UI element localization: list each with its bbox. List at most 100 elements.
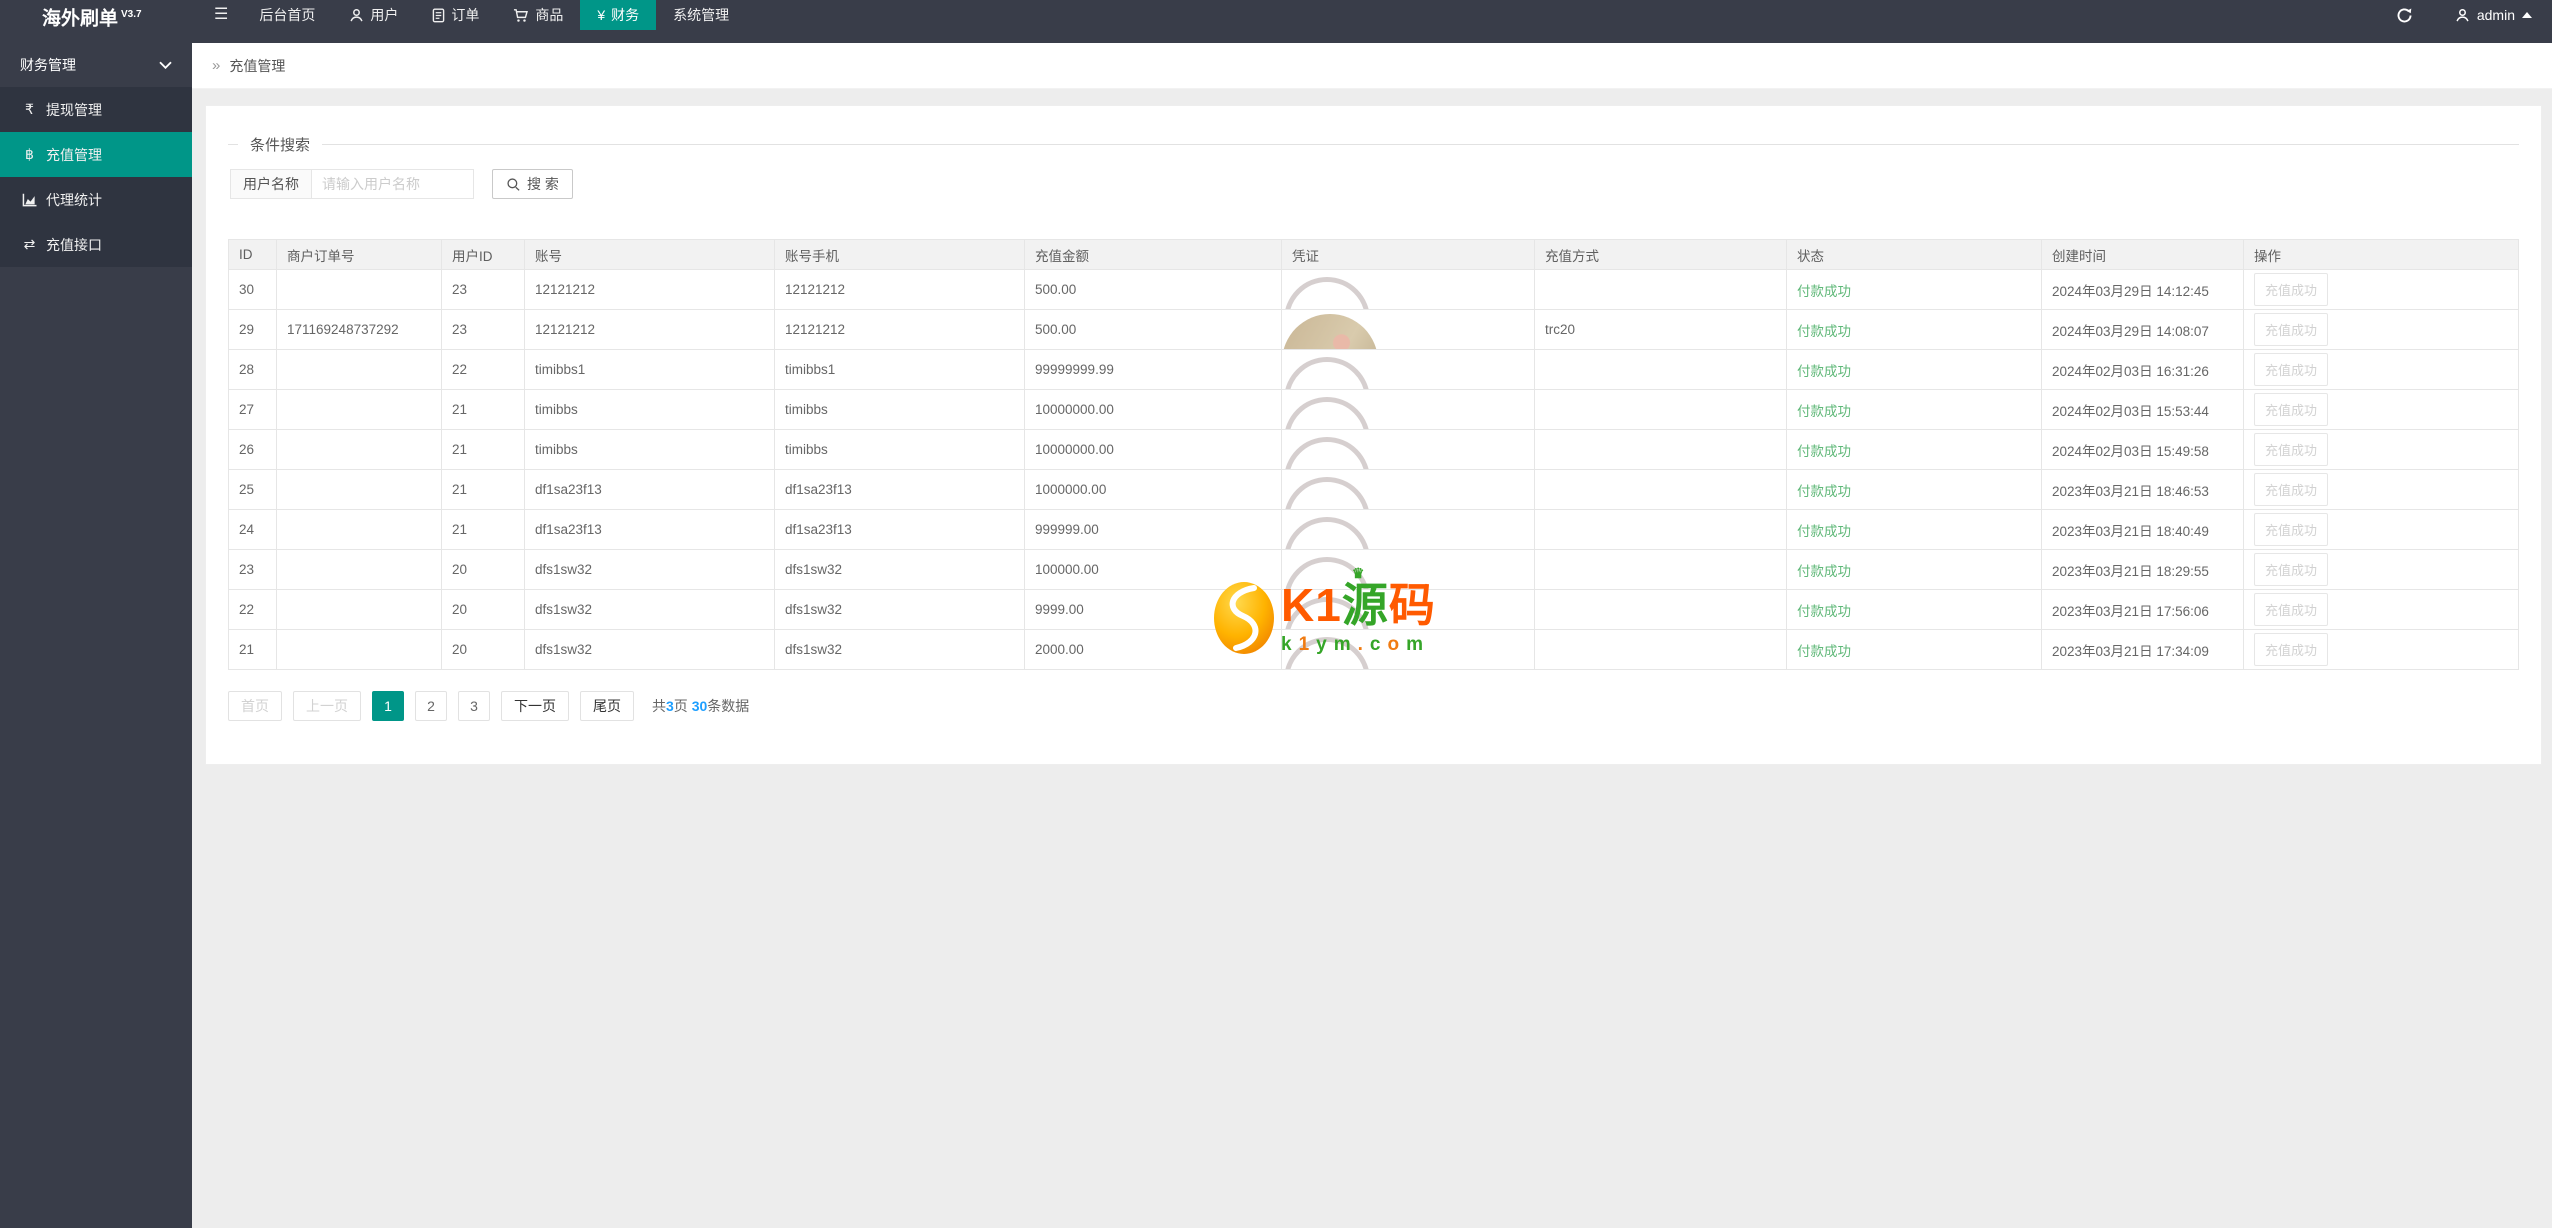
pagination-page-1[interactable]: 1 bbox=[372, 691, 404, 721]
cell-action: 充值成功 bbox=[2243, 269, 2519, 310]
cell-phone: dfs1sw32 bbox=[774, 629, 1025, 670]
cell-method bbox=[1534, 629, 1787, 670]
cell-user-id: 21 bbox=[441, 389, 525, 430]
user-icon bbox=[349, 8, 364, 23]
cell-id: 26 bbox=[228, 429, 277, 470]
pagination-next-button[interactable]: 下一页 bbox=[501, 691, 569, 721]
cell-action: 充值成功 bbox=[2243, 589, 2519, 630]
cell-id: 29 bbox=[228, 309, 277, 350]
nav-item-6[interactable]: 系统管理 bbox=[656, 0, 746, 30]
cell-action: 充值成功 bbox=[2243, 429, 2519, 470]
cell-voucher bbox=[1281, 629, 1535, 670]
cell-id: 22 bbox=[228, 589, 277, 630]
recharge-success-button[interactable]: 充值成功 bbox=[2254, 513, 2329, 546]
cell-id: 21 bbox=[228, 629, 277, 670]
recharge-success-button[interactable]: 充值成功 bbox=[2254, 313, 2329, 346]
cell-phone: dfs1sw32 bbox=[774, 589, 1025, 630]
cell-order-no bbox=[276, 269, 442, 310]
voucher-image[interactable] bbox=[1282, 314, 1378, 349]
cell-id: 30 bbox=[228, 269, 277, 310]
cell-user-id: 20 bbox=[441, 589, 525, 630]
cell-order-no bbox=[276, 549, 442, 590]
cell-amount: 1000000.00 bbox=[1024, 469, 1282, 510]
cell-account: dfs1sw32 bbox=[524, 629, 775, 670]
cell-user-id: 22 bbox=[441, 349, 525, 390]
search-button-label: 搜 索 bbox=[527, 176, 559, 192]
recharge-success-button[interactable]: 充值成功 bbox=[2254, 433, 2329, 466]
search-button[interactable]: 搜 索 bbox=[492, 169, 573, 199]
voucher-image[interactable] bbox=[1284, 437, 1370, 469]
recharge-success-button[interactable]: 充值成功 bbox=[2254, 393, 2329, 426]
cell-method bbox=[1534, 549, 1787, 590]
status-badge: 付款成功 bbox=[1786, 309, 2042, 350]
refresh-icon[interactable] bbox=[2396, 7, 2413, 24]
nav-item-label: 订单 bbox=[451, 7, 480, 23]
cell-created-time: 2024年02月03日 16:31:26 bbox=[2041, 349, 2244, 390]
cell-action: 充值成功 bbox=[2243, 469, 2519, 510]
nav-item-4[interactable]: 商品 bbox=[496, 0, 580, 30]
cell-method bbox=[1534, 269, 1787, 310]
cell-order-no bbox=[276, 469, 442, 510]
column-header: 账号 bbox=[524, 239, 775, 270]
cell-created-time: 2023年03月21日 17:34:09 bbox=[2041, 629, 2244, 670]
voucher-image[interactable] bbox=[1284, 277, 1370, 309]
watermark-title: K1 ♛ 源码 bbox=[1281, 565, 1436, 631]
sidebar-item-4[interactable]: ⇄ 充值接口 bbox=[0, 222, 192, 267]
hamburger-icon[interactable]: ☰ bbox=[214, 6, 229, 23]
voucher-image[interactable] bbox=[1284, 477, 1370, 509]
cell-account: dfs1sw32 bbox=[524, 549, 775, 590]
recharge-success-button[interactable]: 充值成功 bbox=[2254, 593, 2329, 626]
page-title: 充值管理 bbox=[229, 57, 286, 74]
cell-amount: 10000000.00 bbox=[1024, 389, 1282, 430]
table-row: 27 21 timibbs timibbs 10000000.00 付款成功 2… bbox=[228, 389, 2519, 430]
recharge-success-button[interactable]: 充值成功 bbox=[2254, 633, 2329, 666]
pagination-info: 共3页 30条数据 bbox=[652, 698, 750, 714]
voucher-image[interactable] bbox=[1284, 517, 1370, 549]
nav-item-2[interactable]: 用户 bbox=[332, 0, 415, 30]
column-header: ID bbox=[228, 239, 277, 270]
pagination-prev-button[interactable]: 上一页 bbox=[293, 691, 361, 721]
cell-account: df1sa23f13 bbox=[524, 469, 775, 510]
sidebar-item-label: 代理统计 bbox=[46, 191, 102, 208]
nav-item-3[interactable]: 订单 bbox=[415, 0, 496, 30]
cell-user-id: 23 bbox=[441, 269, 525, 310]
recharge-icon: ฿ bbox=[25, 146, 34, 162]
cell-amount: 99999999.99 bbox=[1024, 349, 1282, 390]
column-header: 账号手机 bbox=[774, 239, 1025, 270]
user-menu[interactable]: admin bbox=[2455, 7, 2532, 23]
voucher-image[interactable] bbox=[1284, 357, 1370, 389]
table-row: 22 20 dfs1sw32 dfs1sw32 9999.00 付款成功 202… bbox=[228, 589, 2519, 630]
pagination-first-button[interactable]: 首页 bbox=[228, 691, 282, 721]
cell-phone: timibbs bbox=[774, 389, 1025, 430]
table-header-row: ID 商户订单号 用户ID 账号 账号手机 充值金额 凭证 充值方式 状态 创建时间 操作 bbox=[228, 239, 2519, 270]
cell-action: 充值成功 bbox=[2243, 349, 2519, 390]
cell-created-time: 2023年03月21日 18:46:53 bbox=[2041, 469, 2244, 510]
pagination-page-2[interactable]: 2 bbox=[415, 691, 447, 721]
voucher-image[interactable] bbox=[1284, 397, 1370, 429]
recharge-success-button[interactable]: 充值成功 bbox=[2254, 353, 2329, 386]
sidebar-section-finance[interactable]: 财务管理 bbox=[0, 43, 192, 87]
table-row: 29 171169248737292 23 12121212 12121212 … bbox=[228, 309, 2519, 350]
username-input[interactable] bbox=[312, 169, 474, 199]
breadcrumb: » 充值管理 bbox=[192, 43, 2552, 89]
sidebar-item-1[interactable]: ₹ 提现管理 bbox=[0, 87, 192, 132]
sidebar-item-3[interactable]: 代理统计 bbox=[0, 177, 192, 222]
status-badge: 付款成功 bbox=[1786, 509, 2042, 550]
recharge-success-button[interactable]: 充值成功 bbox=[2254, 473, 2329, 506]
cell-account: timibbs bbox=[524, 389, 775, 430]
sidebar-item-2[interactable]: ฿ 充值管理 bbox=[0, 132, 192, 177]
pagination-page-3[interactable]: 3 bbox=[458, 691, 490, 721]
crown-icon: ♛ bbox=[1351, 565, 1366, 581]
nav-item-1[interactable]: 后台首页 bbox=[242, 0, 332, 30]
pagination-last-button[interactable]: 尾页 bbox=[580, 691, 634, 721]
recharge-success-button[interactable]: 充值成功 bbox=[2254, 273, 2329, 306]
cell-voucher bbox=[1281, 309, 1535, 350]
cell-account: dfs1sw32 bbox=[524, 589, 775, 630]
cell-action: 充值成功 bbox=[2243, 629, 2519, 670]
cell-account: 12121212 bbox=[524, 269, 775, 310]
recharge-table: ID 商户订单号 用户ID 账号 账号手机 充值金额 凭证 充值方式 状态 创建时间 操作 30 2… bbox=[228, 239, 2519, 670]
cell-user-id: 23 bbox=[441, 309, 525, 350]
recharge-success-button[interactable]: 充值成功 bbox=[2254, 553, 2329, 586]
nav-item-5[interactable]: ¥ 财务 bbox=[580, 0, 657, 30]
